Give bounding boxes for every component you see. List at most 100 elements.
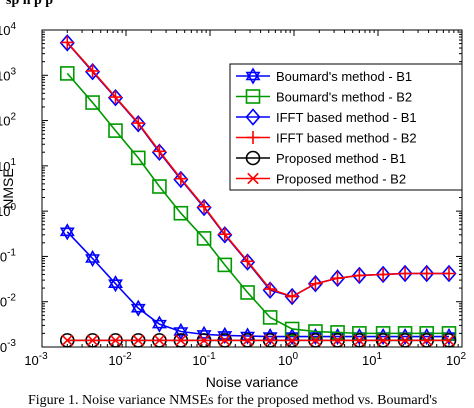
legend: Boumard's method - B1 Boumard's method - … bbox=[229, 63, 463, 191]
series-4-point bbox=[109, 90, 123, 104]
series-4-point bbox=[376, 267, 390, 281]
y-tick-label: 104 bbox=[0, 21, 16, 38]
series-3-point bbox=[307, 274, 324, 293]
legend-marker bbox=[246, 131, 260, 144]
series-4-point bbox=[263, 282, 277, 296]
series-2-point bbox=[240, 285, 255, 300]
series-1-point-tri-a bbox=[217, 326, 233, 340]
series-2-point bbox=[330, 325, 345, 340]
series-1-point-tri-a bbox=[173, 322, 189, 336]
legend-marker-tri-b bbox=[245, 71, 261, 85]
legend-marker bbox=[245, 89, 261, 104]
y-tick-label: 10-3 bbox=[0, 338, 16, 355]
series-6-point bbox=[420, 334, 433, 347]
legend-marker-tri-a bbox=[245, 67, 261, 81]
series-6-point bbox=[443, 334, 455, 347]
series-1-point-tri-b bbox=[130, 303, 146, 317]
series-4-point bbox=[285, 290, 299, 304]
series-4-point bbox=[174, 172, 188, 186]
series-1-point-tri-a bbox=[85, 249, 101, 263]
x-tick-label: 100 bbox=[278, 351, 298, 368]
series-3-point bbox=[329, 269, 346, 287]
series-1-point bbox=[196, 325, 212, 343]
legend-entry: Proposed method - B2 bbox=[276, 172, 406, 187]
series-3-point bbox=[173, 170, 189, 189]
series-6-point bbox=[132, 334, 145, 347]
series-1-point-tri-a bbox=[130, 299, 146, 313]
series-6-point bbox=[264, 334, 276, 347]
x-tick-label: 102 bbox=[446, 351, 466, 368]
legend-marker bbox=[245, 150, 261, 166]
series-2-point bbox=[284, 321, 300, 337]
series-3-point bbox=[196, 198, 212, 217]
series-4-point bbox=[197, 200, 211, 214]
series-6-point bbox=[399, 334, 411, 347]
series-6-point bbox=[241, 334, 254, 347]
x-tick-label: 10-3 bbox=[24, 351, 48, 368]
x-tick-label: 10-1 bbox=[192, 351, 216, 368]
y-axis-label: NMSE bbox=[0, 168, 16, 208]
plot-area: 10-3 10-2 10-1 100 101 102 10-3 10-2 10-1 100 101 1… bbox=[0, 21, 466, 390]
series-1 bbox=[59, 223, 457, 346]
series-6-point bbox=[377, 334, 389, 347]
y-tick-label: 10-1 bbox=[0, 247, 16, 264]
series-3-point bbox=[375, 265, 391, 284]
x-tick-label: 101 bbox=[362, 351, 382, 368]
series-6-point bbox=[219, 334, 231, 347]
series-4-point bbox=[241, 254, 255, 268]
series-4-point bbox=[420, 266, 434, 280]
series-2-point bbox=[173, 205, 189, 221]
series-1-line bbox=[66, 231, 449, 338]
x-axis-label: Noise variance bbox=[206, 374, 299, 390]
series-3-point bbox=[351, 266, 367, 285]
y-tick-label: 100 bbox=[0, 202, 16, 219]
series-2-point bbox=[196, 231, 212, 246]
series-4-point bbox=[308, 277, 322, 291]
series-1-point bbox=[151, 315, 167, 333]
legend-entry: Proposed method - B1 bbox=[276, 151, 406, 166]
series-1-point-tri-a bbox=[196, 325, 212, 339]
series-3-point bbox=[441, 264, 457, 283]
y-tick-label: 103 bbox=[0, 66, 16, 83]
series-2-point bbox=[262, 310, 278, 325]
series-1-point bbox=[173, 322, 189, 341]
series-1-point bbox=[59, 223, 75, 241]
series-6-point bbox=[309, 334, 322, 347]
series-1-point bbox=[130, 299, 146, 317]
series-1-point-tri-b bbox=[173, 327, 189, 341]
series-4-point bbox=[86, 64, 100, 78]
series-2-point bbox=[130, 150, 146, 166]
series-1-point bbox=[108, 275, 123, 293]
series-1-point-tri-b bbox=[85, 254, 101, 268]
figure-caption: Figure 1. Noise variance NMSEs for the p… bbox=[28, 393, 437, 408]
series-3-point bbox=[151, 143, 167, 161]
series-2-point bbox=[217, 257, 233, 273]
series-4-point bbox=[398, 266, 412, 280]
legend-marker bbox=[245, 108, 261, 126]
series-6-point bbox=[86, 334, 99, 347]
series-1-point-tri-b bbox=[108, 279, 123, 293]
series-4-point bbox=[352, 268, 366, 282]
series-1-point-tri-a bbox=[108, 275, 123, 288]
series-4-point bbox=[152, 144, 166, 158]
series-6-point bbox=[175, 334, 187, 347]
series-2-point bbox=[59, 66, 75, 81]
series-2-point bbox=[152, 179, 167, 194]
legend-entry: Boumard's method - B1 bbox=[276, 69, 412, 84]
series-2-point bbox=[85, 95, 100, 110]
series-4-point bbox=[131, 116, 145, 130]
series-3-point bbox=[130, 115, 146, 133]
series-6-point bbox=[61, 334, 74, 347]
legend-entry: IFFT based method - B1 bbox=[276, 110, 417, 125]
series-3-point bbox=[217, 226, 233, 244]
series-2-point bbox=[108, 123, 123, 138]
legend-marker bbox=[245, 67, 261, 85]
series-1-point bbox=[85, 249, 101, 268]
series-4-point bbox=[60, 35, 74, 49]
series-6-point bbox=[286, 334, 298, 347]
series-3-point bbox=[240, 253, 256, 271]
series-3-point bbox=[107, 88, 124, 107]
series-6-point bbox=[198, 334, 210, 347]
x-tick-label: 10-2 bbox=[108, 351, 132, 368]
